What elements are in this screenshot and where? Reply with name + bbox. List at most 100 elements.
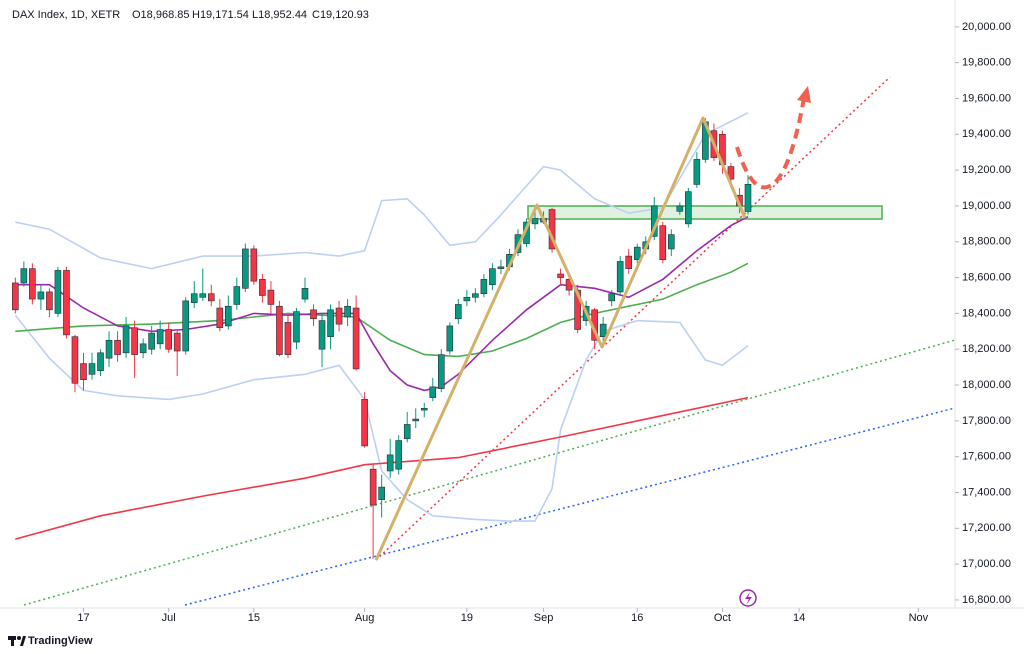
event-icon-bolt (745, 592, 752, 605)
candle-body (369, 468, 377, 506)
candle-body (361, 399, 368, 447)
candle-body (676, 205, 684, 212)
candles (12, 118, 752, 559)
candle-body (378, 486, 385, 500)
y-tick-label: 18,800.00 (962, 236, 1011, 248)
indicators (14, 112, 749, 540)
candle-body (54, 270, 62, 314)
candle-body (557, 273, 564, 278)
y-tick-label: 17,200.00 (962, 522, 1011, 534)
candle-body (693, 159, 701, 185)
candle-body (131, 327, 138, 355)
candle-body (599, 323, 607, 337)
candle-body (685, 191, 692, 225)
indicator-line (15, 396, 749, 540)
candle-body (173, 332, 181, 352)
candle-body (531, 218, 539, 225)
arrow-head (797, 86, 811, 103)
candle-body (182, 300, 190, 352)
y-tick-label: 19,000.00 (962, 200, 1011, 212)
candle-body (37, 291, 45, 300)
candle-body (276, 305, 283, 355)
indicator-line (15, 112, 749, 270)
candle-body (29, 268, 36, 300)
candle-body (259, 279, 266, 296)
candle-body (301, 288, 309, 300)
y-tick-label: 17,000.00 (962, 558, 1011, 570)
x-tick-label: Oct (714, 612, 731, 624)
candle-body (497, 266, 505, 269)
y-tick-label: 17,400.00 (962, 486, 1011, 498)
candle-body (71, 336, 79, 384)
candle-body (148, 332, 155, 350)
candle-body (310, 309, 317, 320)
y-tick-label: 19,800.00 (962, 57, 1011, 69)
ohlc-low: L18,952.44 (252, 9, 307, 21)
candle-body (446, 325, 454, 352)
y-tick-label: 19,200.00 (962, 164, 1011, 176)
x-tick-label: Nov (909, 612, 929, 624)
candle-body (207, 293, 215, 302)
candle-body (80, 363, 87, 380)
candle-body (20, 268, 28, 284)
support-zone (527, 205, 883, 220)
candle-body (480, 279, 488, 295)
x-tick-label: 15 (248, 612, 260, 624)
y-tick-label: 17,600.00 (962, 451, 1011, 463)
candle-body (216, 307, 224, 329)
logo-mark (11, 636, 14, 646)
indicator-line (15, 262, 749, 358)
candle-body (284, 322, 292, 355)
candle-body (139, 343, 147, 354)
y-tick-label: 17,800.00 (962, 415, 1011, 427)
zigzag (374, 116, 747, 561)
candle-body (344, 305, 351, 318)
ohlc-high: H19,171.54 (192, 9, 249, 21)
drawings (23, 76, 956, 606)
y-tick-label: 19,400.00 (962, 128, 1011, 140)
candle-body (46, 291, 53, 311)
candle-body (412, 418, 420, 422)
candle-body (633, 246, 641, 260)
candle-body (463, 296, 471, 302)
y-tick-label: 18,200.00 (962, 343, 1011, 355)
candle-body (489, 268, 496, 286)
candle-body (122, 325, 130, 354)
x-tick-label: Jul (162, 612, 176, 624)
logo-mark (17, 636, 21, 640)
candle-body (668, 234, 675, 250)
candle-body (225, 305, 232, 327)
candle-body (616, 261, 624, 293)
y-tick-label: 18,600.00 (962, 271, 1011, 283)
drawings (374, 86, 811, 561)
ohlc-open: O18,968.85 (132, 9, 190, 21)
x-tick-label: Aug (355, 612, 375, 624)
candle-body (12, 282, 19, 311)
candle-body (352, 307, 360, 370)
candle-body (88, 363, 96, 375)
candle-body (395, 440, 402, 470)
candle-body (156, 329, 164, 345)
candle-body (250, 248, 258, 282)
candle-body (455, 304, 462, 320)
candle-body (403, 424, 411, 440)
candle-body (335, 307, 343, 325)
x-tick-label: 17 (77, 612, 89, 624)
candle-body (727, 166, 735, 180)
logo-mark (20, 636, 26, 646)
candle-body (293, 311, 300, 343)
y-tick-label: 19,600.00 (962, 92, 1011, 104)
ohlc-close: C19,120.93 (312, 9, 369, 21)
candle-body (429, 386, 437, 398)
y-tick-label: 18,400.00 (962, 307, 1011, 319)
candle-body (267, 289, 275, 305)
x-tick-label: 19 (461, 612, 473, 624)
candle-body (190, 293, 198, 303)
candle-body (318, 320, 326, 350)
candle-body (659, 225, 667, 260)
candle-body (420, 408, 428, 411)
y-tick-label: 16,800.00 (962, 594, 1011, 606)
y-tick-label: 20,000.00 (962, 21, 1011, 33)
